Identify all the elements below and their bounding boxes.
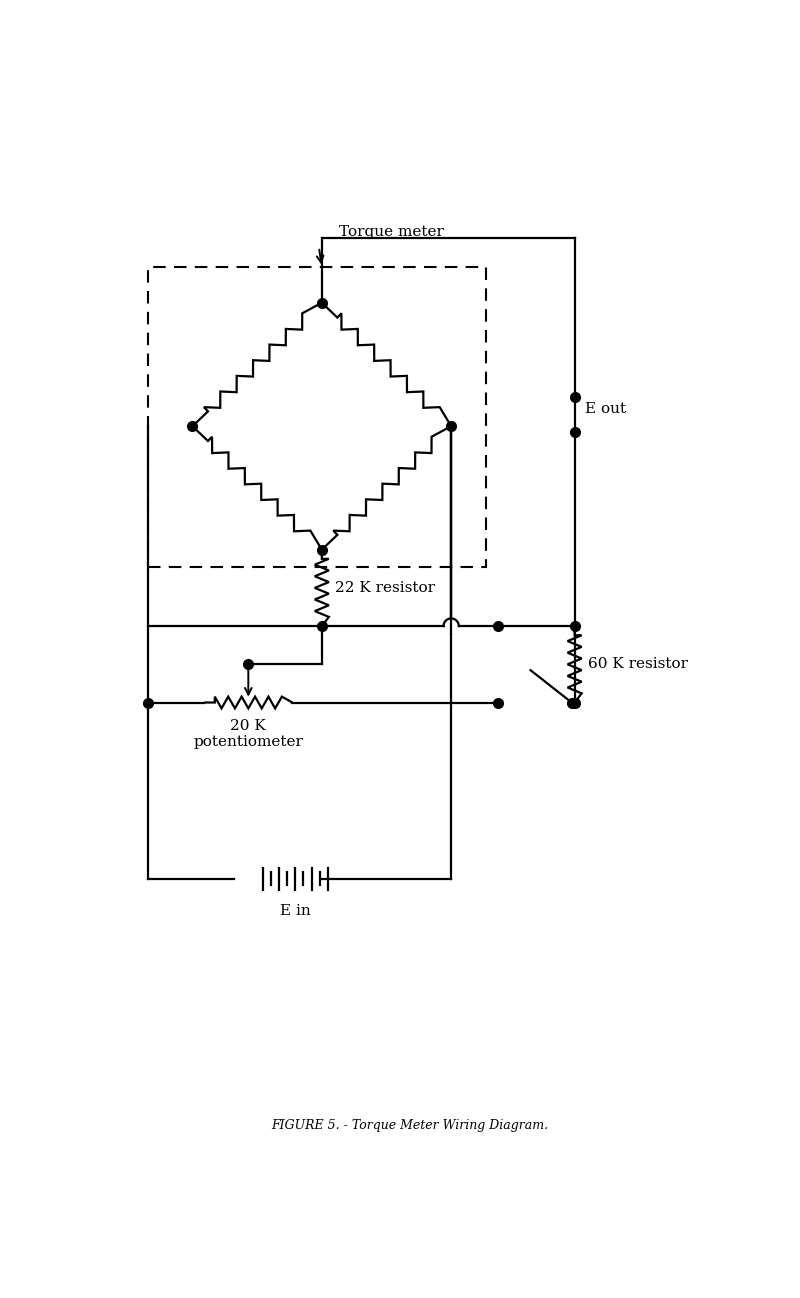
Text: E in: E in [280, 903, 310, 918]
Text: 60 K resistor: 60 K resistor [587, 657, 687, 671]
Bar [148, 267, 486, 567]
Text: 20 K
potentiometer: 20 K potentiometer [194, 719, 303, 749]
Text: FIGURE 5. - Torque Meter Wiring Diagram.: FIGURE 5. - Torque Meter Wiring Diagram. [271, 1119, 549, 1132]
Text: Torque meter: Torque meter [339, 225, 444, 239]
Text: 22 K resistor: 22 K resistor [334, 582, 434, 594]
Text: E out: E out [585, 401, 626, 415]
